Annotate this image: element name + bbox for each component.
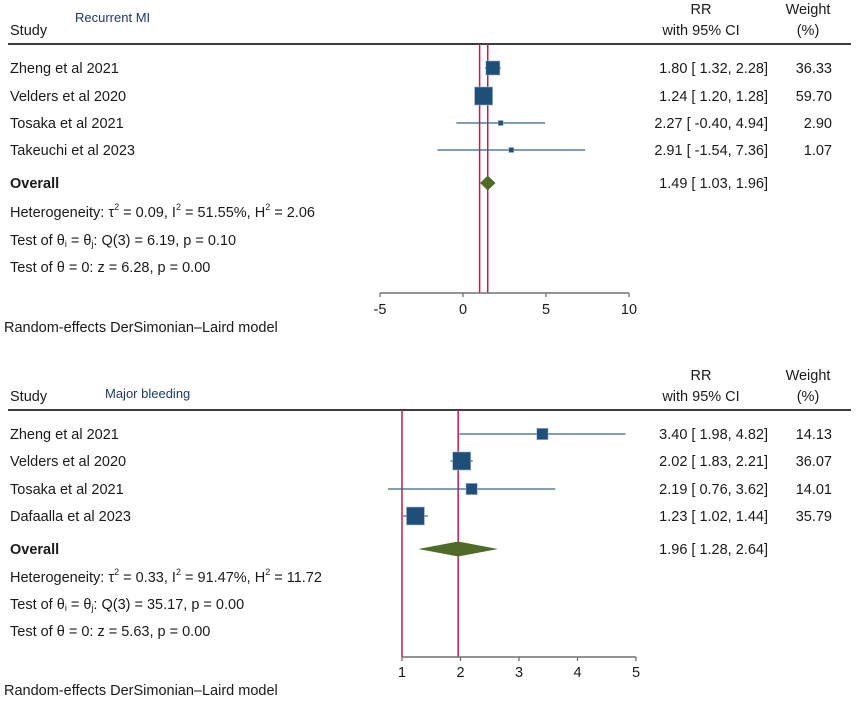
- subscript: j: [90, 603, 93, 613]
- panel-title: Major bleeding: [105, 386, 190, 401]
- study-label: Zheng et al 2021: [10, 427, 119, 443]
- test-overall-effect: Test of θ = 0: z = 5.63, p = 0.00: [10, 624, 210, 640]
- test-text: : Q(3) = 35.17, p = 0.00: [93, 597, 244, 613]
- tau2-value: = 0.09, I: [119, 205, 176, 221]
- i2-value: = 51.55%, H: [181, 205, 265, 221]
- test-overall-effect: Test of θ = 0: z = 6.28, p = 0.00: [10, 260, 210, 276]
- heterogeneity-stats: Heterogeneity: τ2 = 0.09, I2 = 51.55%, H…: [10, 202, 315, 221]
- h2-value: = 2.06: [270, 205, 315, 221]
- effect-ci-value: 2.91 [ -1.54, 7.36]: [654, 143, 768, 159]
- study-label: Velders et al 2020: [10, 454, 126, 470]
- x-tick-label: 1: [398, 665, 406, 681]
- weight-value: 36.33: [796, 61, 832, 77]
- forest-panel-1: Study Recurrent MI RR with 95% CI Weight (%) Z…: [4, 2, 851, 336]
- x-tick-label: 3: [515, 665, 523, 681]
- study-label: Tosaka et al 2021: [10, 116, 124, 132]
- column-header-weight: Weight: [786, 368, 831, 384]
- weight-value: 2.90: [804, 116, 832, 132]
- column-header-rr: RR: [691, 368, 712, 384]
- study-marker: [474, 86, 493, 106]
- superscript: 2: [176, 202, 181, 212]
- weight-value: 36.07: [796, 454, 832, 470]
- weight-value: 59.70: [796, 89, 832, 105]
- model-note: Random-effects DerSimonian–Laird model: [4, 683, 278, 699]
- test-homogeneity: Test of θi = θj: Q(3) = 6.19, p = 0.10: [10, 233, 236, 249]
- study-marker: [485, 60, 501, 76]
- overall-label: Overall: [10, 542, 59, 558]
- test-text: : Q(3) = 6.19, p = 0.10: [93, 233, 236, 249]
- column-header-rr: RR: [691, 2, 712, 18]
- overall-diamond: [418, 541, 498, 557]
- study-marker: [406, 506, 425, 526]
- study-marker: [452, 451, 471, 471]
- x-tick-label: 5: [632, 665, 640, 681]
- column-header-weight-unit: (%): [797, 23, 820, 39]
- effect-ci-value: 2.19 [ 0.76, 3.62]: [659, 482, 768, 498]
- effect-ci-value: 2.02 [ 1.83, 2.21]: [659, 454, 768, 470]
- x-tick-label: 5: [542, 302, 550, 318]
- overall-effect-ci-value: 1.49 [ 1.03, 1.96]: [659, 176, 768, 192]
- column-header-study: Study: [10, 23, 48, 39]
- test-text: = θ: [67, 597, 92, 613]
- weight-value: 14.01: [796, 482, 832, 498]
- study-label: Tosaka et al 2021: [10, 482, 124, 498]
- weight-value: 1.07: [804, 143, 832, 159]
- panel-title: Recurrent MI: [75, 10, 150, 25]
- column-header-weight-unit: (%): [797, 389, 820, 405]
- column-header-weight: Weight: [786, 2, 831, 18]
- heterogeneity-stats: Heterogeneity: τ2 = 0.33, I2 = 91.47%, H…: [10, 567, 322, 586]
- study-marker: [497, 120, 504, 126]
- study-label: Zheng et al 2021: [10, 61, 119, 77]
- test-text: = θ: [67, 233, 92, 249]
- overall-diamond: [480, 175, 496, 191]
- subscript: j: [90, 239, 93, 249]
- superscript: 2: [114, 202, 119, 212]
- i2-value: = 91.47%, H: [181, 570, 265, 586]
- tau2-value: = 0.33, I: [119, 570, 176, 586]
- study-marker: [536, 428, 549, 440]
- effect-ci-value: 1.23 [ 1.02, 1.44]: [659, 509, 768, 525]
- superscript: 2: [265, 202, 270, 212]
- effect-ci-value: 2.27 [ -0.40, 4.94]: [654, 116, 768, 132]
- tau-label: Heterogeneity: τ: [10, 205, 114, 221]
- x-tick-label: 4: [573, 665, 581, 681]
- test-text: Test of θ: [10, 597, 65, 613]
- subscript: i: [65, 603, 67, 613]
- x-tick-label: 10: [621, 302, 637, 318]
- column-header-study: Study: [10, 389, 48, 405]
- weight-value: 14.13: [796, 427, 832, 443]
- test-homogeneity: Test of θi = θj: Q(3) = 35.17, p = 0.00: [10, 597, 244, 613]
- effect-ci-value: 3.40 [ 1.98, 4.82]: [659, 427, 768, 443]
- x-tick-label: 0: [459, 302, 467, 318]
- study-label: Takeuchi et al 2023: [10, 143, 135, 159]
- forest-panel-2: Study Major bleeding RR with 95% CI Weight (%…: [4, 368, 851, 699]
- test-text: Test of θ: [10, 233, 65, 249]
- overall-label: Overall: [10, 176, 59, 192]
- x-tick-label: 2: [456, 665, 464, 681]
- superscript: 2: [114, 567, 119, 577]
- superscript: 2: [265, 567, 270, 577]
- subscript: i: [65, 239, 67, 249]
- column-header-ci: with 95% CI: [661, 23, 739, 39]
- superscript: 2: [176, 567, 181, 577]
- study-label: Dafaalla et al 2023: [10, 509, 131, 525]
- study-label: Velders et al 2020: [10, 89, 126, 105]
- study-marker: [508, 147, 515, 153]
- model-note: Random-effects DerSimonian–Laird model: [4, 320, 278, 336]
- effect-ci-value: 1.24 [ 1.20, 1.28]: [659, 89, 768, 105]
- overall-effect-ci-value: 1.96 [ 1.28, 2.64]: [659, 542, 768, 558]
- effect-ci-value: 1.80 [ 1.32, 2.28]: [659, 61, 768, 77]
- column-header-ci: with 95% CI: [661, 389, 739, 405]
- study-marker: [465, 483, 478, 495]
- h2-value: = 11.72: [270, 570, 322, 586]
- x-tick-label: -5: [374, 302, 387, 318]
- tau-label: Heterogeneity: τ: [10, 570, 114, 586]
- weight-value: 35.79: [796, 509, 832, 525]
